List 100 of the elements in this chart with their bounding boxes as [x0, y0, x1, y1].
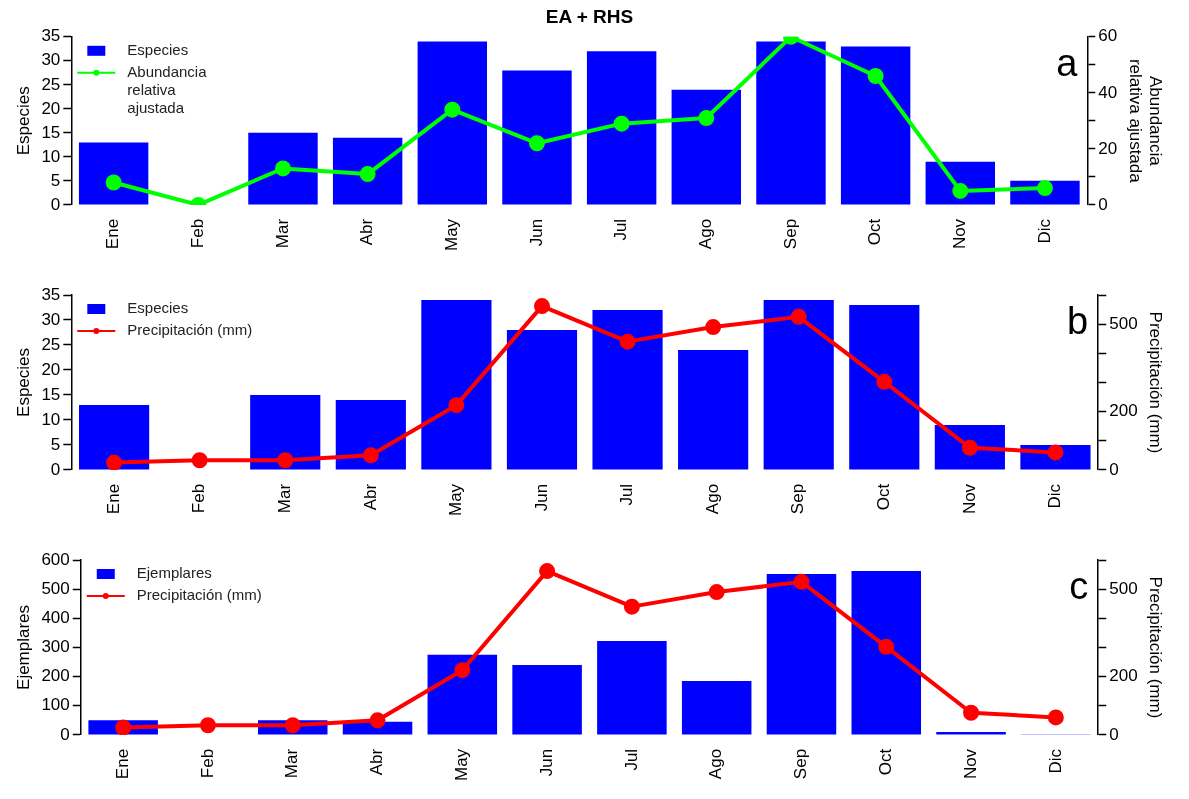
y-tick-label: 0 [50, 194, 61, 214]
bar [78, 142, 149, 205]
bar [766, 573, 837, 735]
x-tick-label: Jun [526, 218, 546, 247]
bar [851, 571, 922, 735]
x-tick-label: May [452, 748, 471, 782]
point [952, 182, 969, 199]
bar [79, 404, 150, 470]
x-tick-label: Ene [112, 748, 132, 780]
point [284, 717, 301, 734]
x-tick-label: Abr [357, 218, 377, 246]
bar [417, 41, 488, 205]
bar [248, 132, 318, 205]
x-tick-label: Jul [621, 748, 641, 771]
point [539, 563, 556, 580]
x-tick-label: Ago [706, 748, 726, 780]
y2-tick-label: 20 [1098, 138, 1118, 158]
y-axis-title: Ejemplares [13, 604, 33, 690]
point [963, 704, 980, 721]
point [444, 101, 461, 118]
point [191, 452, 208, 469]
point [533, 298, 550, 315]
point [115, 719, 132, 735]
x-tick-label: Sep [788, 483, 808, 515]
y2-tick-label: 60 [1098, 26, 1118, 46]
point [369, 712, 386, 729]
x-tick-label: Oct [873, 483, 893, 511]
y-tick-label: 20 [41, 98, 61, 118]
y-tick-label: 5 [50, 170, 61, 190]
bar [421, 300, 492, 470]
y-tick-label: 30 [41, 50, 61, 70]
point [793, 573, 810, 590]
annotation: c [1069, 565, 1089, 608]
bar [756, 41, 826, 205]
x-tick-label: Jun [536, 748, 556, 777]
bar [671, 89, 742, 205]
y-axis-title: Especies [13, 86, 33, 156]
bar [502, 70, 572, 205]
annotation: a [1056, 42, 1079, 85]
legend-label: Precipitación (mm) [127, 321, 253, 339]
bar [427, 654, 498, 735]
x-tick-label: Dic [1045, 483, 1065, 509]
point [274, 160, 291, 177]
y-tick-label: 30 [41, 309, 61, 329]
legend-label: Especies [127, 299, 189, 317]
x-tick-label: May [446, 483, 466, 517]
y-tick-label: 15 [41, 384, 61, 404]
x-tick-label: Feb [197, 748, 217, 779]
bar [512, 664, 582, 735]
y2-tick-label: 500 [1109, 578, 1138, 598]
y2-tick-label: 0 [1109, 459, 1119, 479]
point [876, 373, 893, 390]
y2-axis-title: Precipitación (mm) [1146, 311, 1166, 454]
bar [681, 680, 752, 735]
x-tick-label: Ene [103, 218, 123, 250]
y-tick-label: 600 [41, 549, 70, 569]
y2-tick-label: 200 [1109, 666, 1138, 686]
point [961, 439, 978, 456]
annotation: b [1067, 300, 1089, 343]
legend-label: Abundancia relativa ajustada [127, 62, 208, 116]
y-tick-label: 35 [41, 26, 61, 46]
bar [335, 399, 406, 470]
point [619, 333, 636, 350]
y2-tick-label: 40 [1098, 82, 1118, 102]
x-tick-label: Ago [695, 218, 715, 250]
y-tick-label: 25 [41, 334, 61, 354]
x-tick-label: Dic [1034, 218, 1054, 244]
point [1047, 709, 1064, 726]
bar [592, 309, 663, 470]
point [708, 584, 725, 601]
point [448, 397, 465, 414]
y-tick-label: 0 [60, 724, 70, 744]
y-tick-label: 100 [41, 695, 70, 715]
legend-label: Especies [127, 40, 189, 58]
bar [506, 329, 578, 470]
y-tick-label: 500 [41, 578, 70, 598]
x-tick-label: Feb [189, 483, 209, 514]
bar [586, 51, 657, 205]
point [106, 454, 123, 470]
x-tick-label: May [441, 218, 461, 252]
x-tick-label: Oct [865, 218, 885, 246]
y2-axis-title: Precipitación (mm) [1146, 576, 1166, 719]
y-tick-label: 400 [41, 607, 70, 627]
x-tick-label: Ago [702, 483, 722, 515]
y2-tick-label: 0 [1109, 724, 1119, 744]
legend-label: Precipitación (mm) [136, 586, 262, 604]
point [454, 662, 471, 679]
point [199, 717, 216, 734]
legend-label: Ejemplares [136, 564, 212, 582]
x-tick-label: Oct [875, 748, 895, 776]
bar [840, 46, 911, 205]
y-tick-label: 20 [41, 359, 61, 379]
point [698, 110, 715, 127]
y-tick-label: 10 [41, 146, 61, 166]
point [867, 68, 884, 85]
y2-tick-label: 200 [1109, 401, 1138, 421]
chart-title: EA + RHS [545, 5, 634, 27]
bar [250, 394, 321, 470]
bar [763, 300, 834, 470]
x-tick-label: Nov [949, 218, 969, 250]
